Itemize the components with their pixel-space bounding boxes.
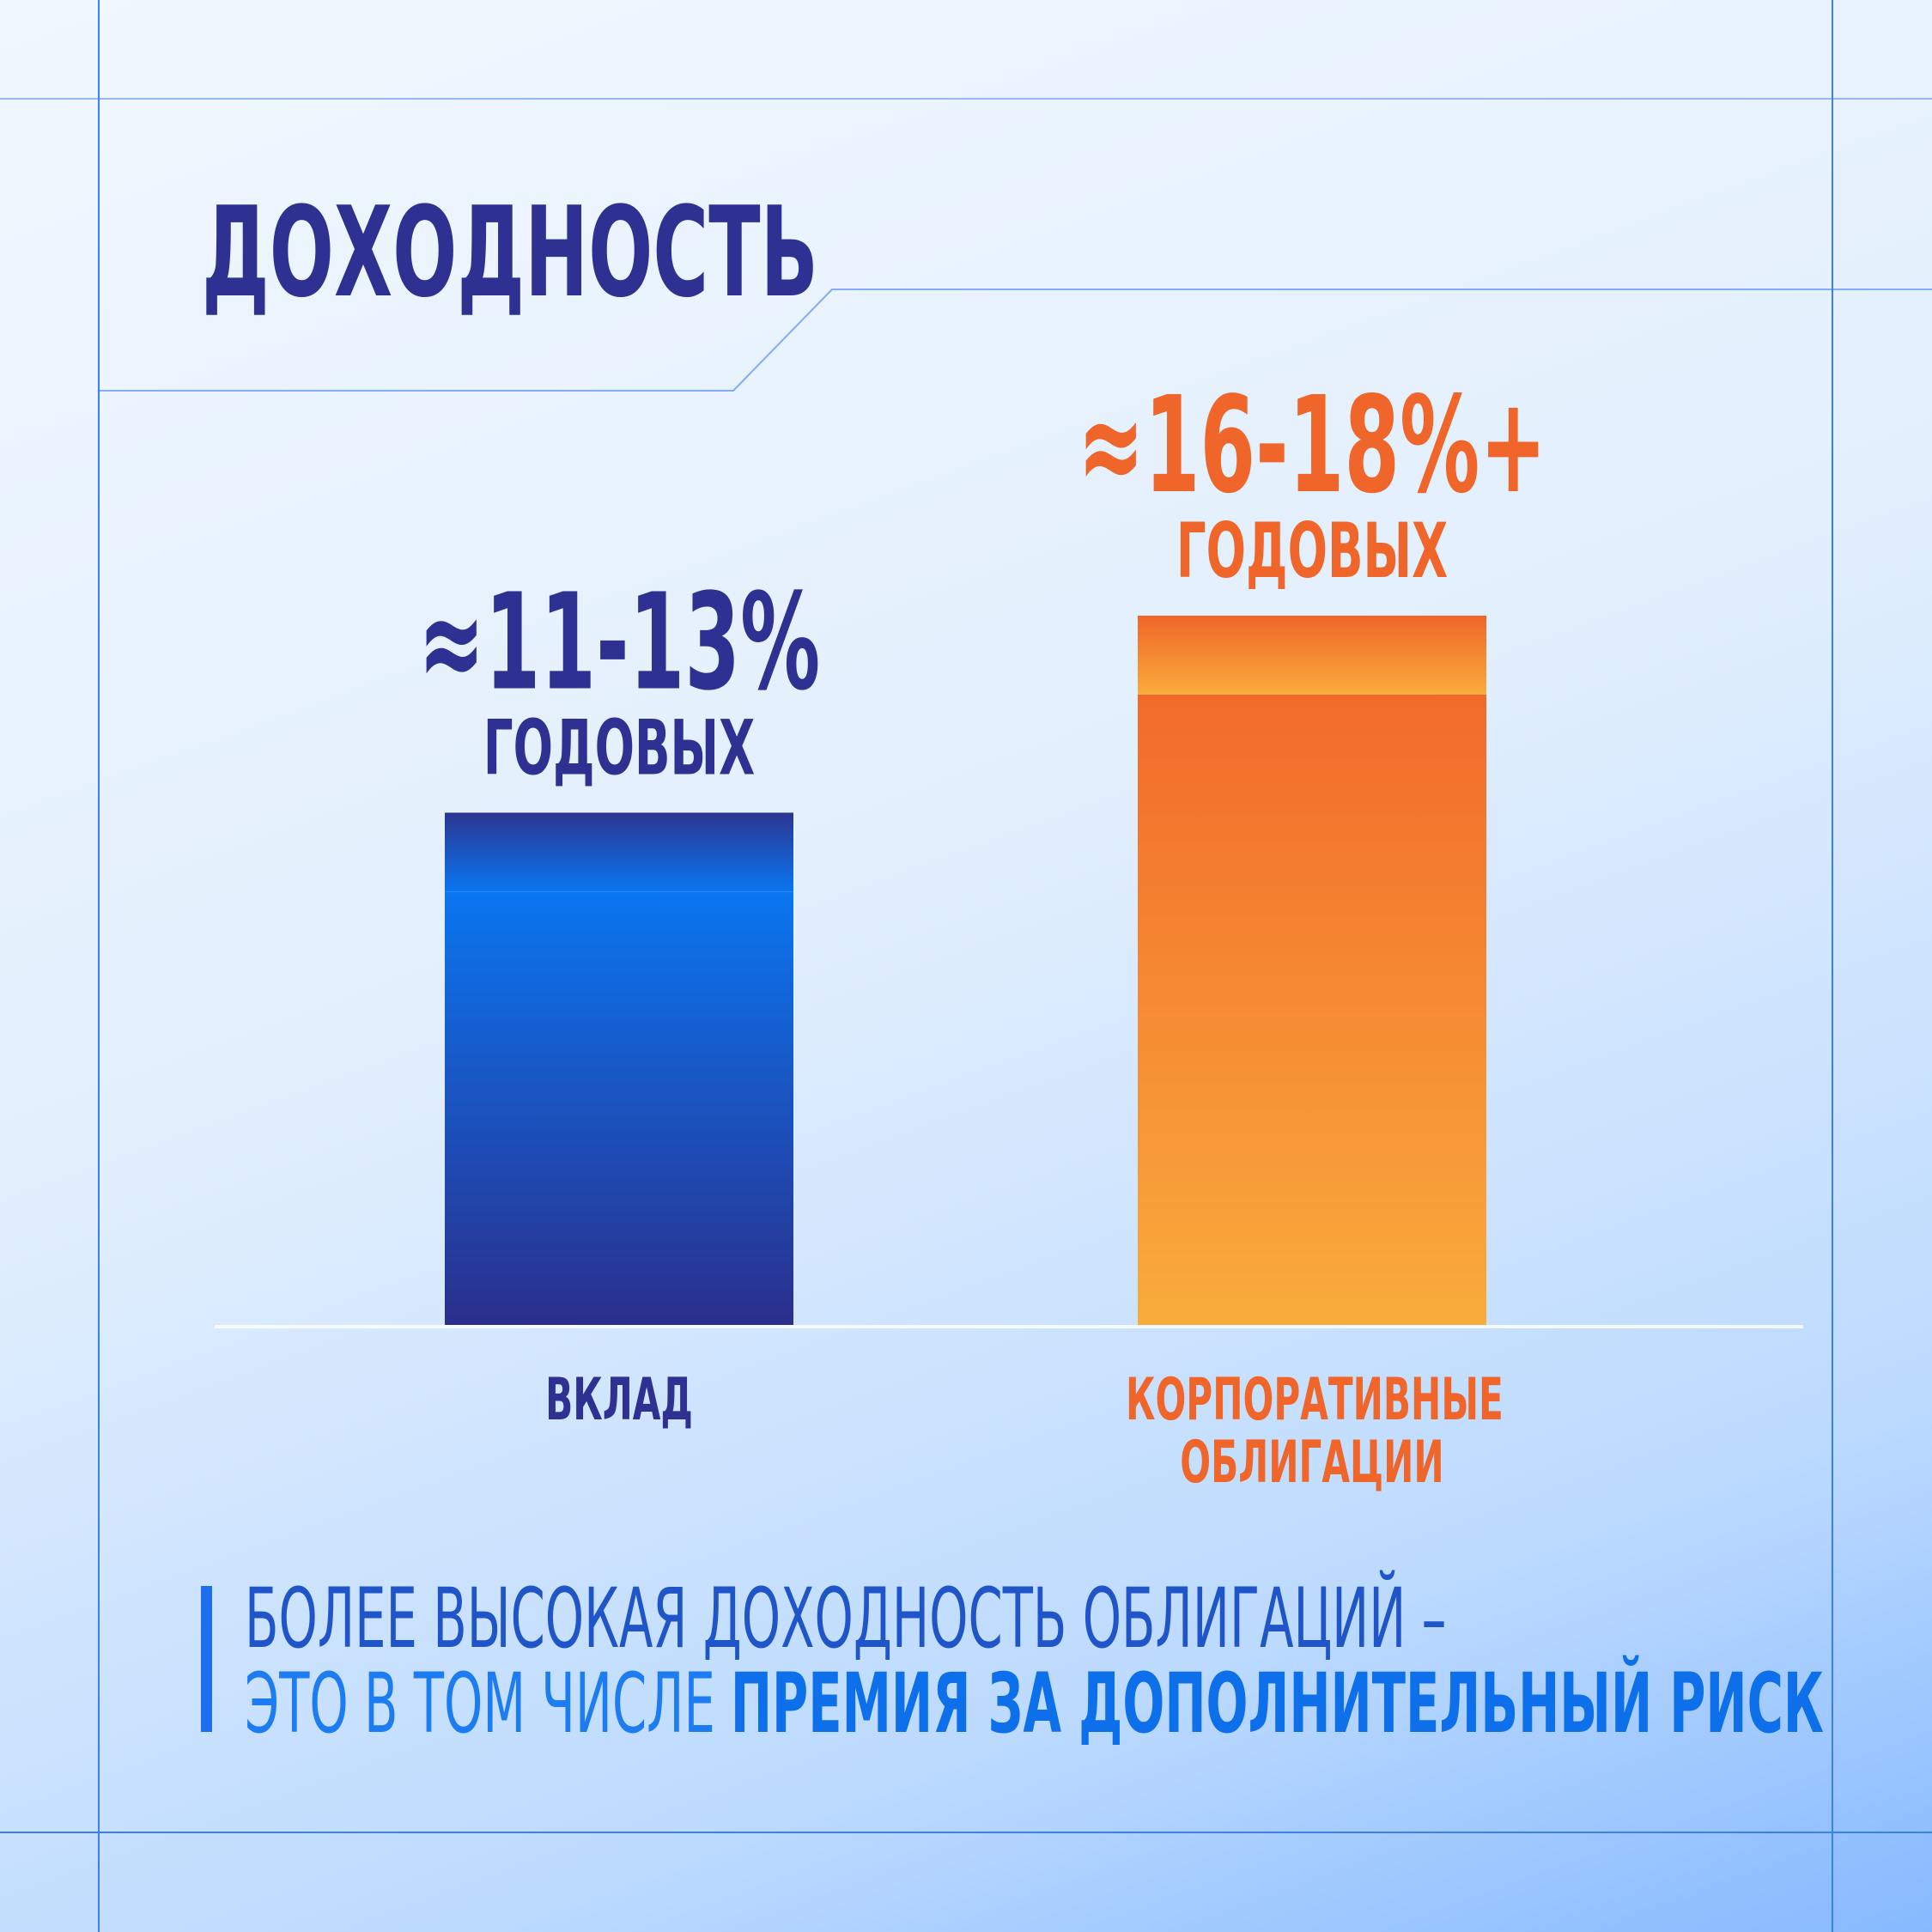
bar-sublabel: ГОДОВЫХ bbox=[483, 705, 755, 793]
bar-label: ≈16-18%+ bbox=[1078, 368, 1546, 524]
bar-sublabel-group: ГОДОВЫХ bbox=[483, 705, 755, 793]
footnote-text: ЭТО В ТОМ ЧИСЛЕ bbox=[245, 1656, 715, 1752]
chart-title: ДОХОДНОСТЬ bbox=[202, 181, 818, 325]
bar-sublabel-group: ГОДОВЫХ bbox=[1176, 507, 1448, 595]
bar-segment bbox=[445, 812, 793, 892]
bar-sublabel: ГОДОВЫХ bbox=[1176, 507, 1448, 595]
footnote-bar bbox=[201, 1586, 212, 1732]
bar-label: ≈11-13% bbox=[418, 565, 820, 720]
bar-segment bbox=[1138, 694, 1486, 1325]
bar-label-group: ≈16-18%+ bbox=[1078, 368, 1546, 524]
category-label: ВКЛАД bbox=[545, 1366, 693, 1434]
category-label: КОРПОРАТИВНЫЕ ОБЛИГАЦИИ bbox=[1126, 1366, 1504, 1497]
footnote-line: ЭТО В ТОМ ЧИСЛЕ ПРЕМИЯ ЗА ДОПОЛНИТЕЛЬНЫЙ … bbox=[245, 1656, 1824, 1752]
footnote-emphasis: ПРЕМИЯ ЗА ДОПОЛНИТЕЛЬНЫЙ РИСК bbox=[731, 1656, 1824, 1752]
bar-segment bbox=[445, 891, 793, 1325]
bar-label-group: ≈11-13% bbox=[418, 565, 820, 720]
footnote-line: БОЛЕЕ ВЫСОКАЯ ДОХОДНОСТЬ ОБЛИГАЦИЙ – bbox=[245, 1571, 1446, 1667]
bar-segment bbox=[1138, 616, 1486, 695]
